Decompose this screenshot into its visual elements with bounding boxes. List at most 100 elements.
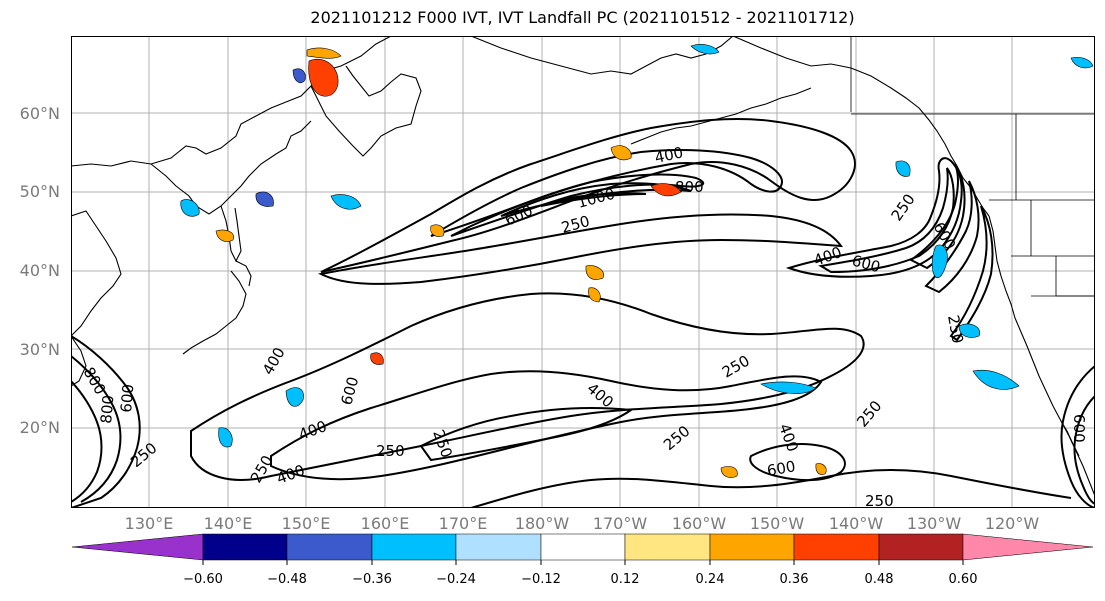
borders — [850, 36, 1095, 297]
contour-east-5 — [949, 205, 994, 342]
lon-label-150w: 150°W — [749, 514, 805, 533]
colorbar-extend-high — [962, 533, 1094, 561]
graticule — [71, 36, 1095, 508]
pc-blob-positive — [610, 145, 632, 161]
contour-jet-outer — [320, 118, 856, 273]
colorbar-tick-label: 0.12 — [610, 572, 640, 587]
contour-label: 250 — [865, 492, 894, 508]
lon-label-140w: 140°W — [828, 514, 884, 533]
lon-label-150e: 150°E — [281, 514, 331, 533]
ivt-contours — [71, 118, 1095, 508]
coastline-aleutians — [630, 87, 812, 145]
pc-blob-positive — [588, 287, 601, 303]
contour-sw-3 — [71, 380, 103, 503]
colorbar-tick-label: −0.60 — [183, 572, 223, 587]
pc-blob-negative — [958, 323, 981, 338]
pc-blob-positive — [650, 183, 682, 197]
lon-label-140e: 140°E — [203, 514, 253, 533]
contour-se-1 — [1060, 365, 1095, 508]
lon-label-160w: 160°W — [671, 514, 727, 533]
contour-east-2 — [818, 167, 955, 274]
pc-blob-positive — [306, 47, 342, 59]
pc-blob-negative — [895, 160, 911, 177]
contour-sw-2 — [71, 355, 122, 503]
contour-label: 400 — [653, 143, 685, 167]
colorbar-bin — [202, 533, 288, 561]
pc-blob-negative — [931, 244, 948, 279]
coastline-japan — [182, 260, 252, 355]
lat-label-50n: 50°N — [19, 182, 60, 201]
map-title: 2021101212 F000 IVT, IVT Landfall PC (20… — [310, 8, 855, 27]
pc-blob-positive — [720, 466, 738, 478]
lon-label-160e: 160°E — [360, 514, 410, 533]
lon-label-130e: 130°E — [124, 514, 174, 533]
colorbar-bin — [371, 533, 457, 561]
pc-blob-negative — [180, 199, 200, 217]
colorbar-tick-label: −0.48 — [267, 572, 307, 587]
contour-east-1 — [785, 157, 963, 278]
lon-label-170e: 170°E — [438, 514, 488, 533]
coastline-baja — [1060, 420, 1080, 457]
pc-shading — [180, 44, 1094, 478]
pc-blob-negative — [255, 191, 274, 207]
pc-blob-positive — [370, 352, 384, 365]
map-frame — [71, 36, 1095, 508]
pc-blob-positive — [815, 463, 827, 475]
pc-blob-negative — [690, 44, 720, 55]
pc-blob-positive — [308, 58, 339, 97]
coastline-okhotsk — [150, 120, 312, 215]
contour-label: 600 — [117, 383, 137, 413]
contour-label: 600 — [1070, 414, 1088, 443]
lon-label-180w: 180°W — [514, 514, 570, 533]
lon-label-120w: 120°W — [984, 514, 1040, 533]
contour-subtropical-c — [419, 407, 634, 462]
contour-south-wave — [470, 469, 1072, 508]
colorbar-tick-label: 0.48 — [864, 572, 894, 587]
pc-blob-negative — [972, 369, 1020, 390]
pc-blob-negative — [292, 68, 306, 83]
contour-label: 800 — [675, 178, 704, 196]
colorbar-tick-label: 0.60 — [948, 572, 978, 587]
contour-label: 250 — [376, 442, 405, 460]
pc-blob-positive — [585, 265, 604, 280]
coastline-korea-china — [71, 210, 122, 337]
contour-mid-north — [317, 213, 844, 285]
pc-blob-positive — [430, 224, 445, 237]
coastline-kamchatka — [310, 65, 422, 157]
colorbar-bin — [624, 533, 711, 561]
contour-sw-1 — [71, 335, 141, 508]
colorbar — [71, 533, 1094, 565]
contour-label: 600 — [766, 457, 797, 480]
contour-east-3 — [909, 163, 966, 270]
contour-se-2 — [1073, 395, 1095, 505]
colorbar-tick-label: 0.24 — [695, 572, 725, 587]
lat-label-20n: 20°N — [19, 418, 60, 437]
contour-label: 800 — [97, 394, 117, 424]
lon-label-130w: 130°W — [906, 514, 962, 533]
colorbar-extend-low — [71, 533, 204, 561]
colorbar-bin — [709, 533, 795, 561]
colorbar-tick-label: 0.36 — [779, 572, 809, 587]
coastline-alaska — [470, 36, 734, 75]
contour-jet-800 — [500, 182, 692, 217]
contour-label: 250 — [944, 314, 967, 345]
colorbar-tick-label: −0.36 — [352, 572, 392, 587]
lat-label-30n: 30°N — [19, 340, 60, 359]
pc-blob-positive — [215, 229, 234, 242]
lat-label-40n: 40°N — [19, 261, 60, 280]
colorbar-bin — [878, 533, 964, 561]
colorbar-bin — [455, 533, 542, 561]
contour-subtropical-b — [270, 370, 823, 481]
lat-label-60n: 60°N — [19, 104, 60, 123]
coastline-east-china — [71, 335, 87, 387]
lon-label-170w: 170°W — [592, 514, 648, 533]
pc-blob-negative — [330, 194, 362, 210]
map-panel: 400 800 600 1000 250 250 400 600 250 600… — [71, 36, 1095, 508]
contour-jet-1000 — [540, 192, 647, 207]
pc-blob-negative — [1070, 57, 1094, 69]
pc-blob-negative — [285, 387, 304, 407]
contour-south-loop — [749, 443, 846, 482]
colorbar-tick-label: −0.24 — [436, 572, 476, 587]
colorbar-bin — [540, 533, 626, 561]
pc-blob-negative — [760, 381, 817, 394]
